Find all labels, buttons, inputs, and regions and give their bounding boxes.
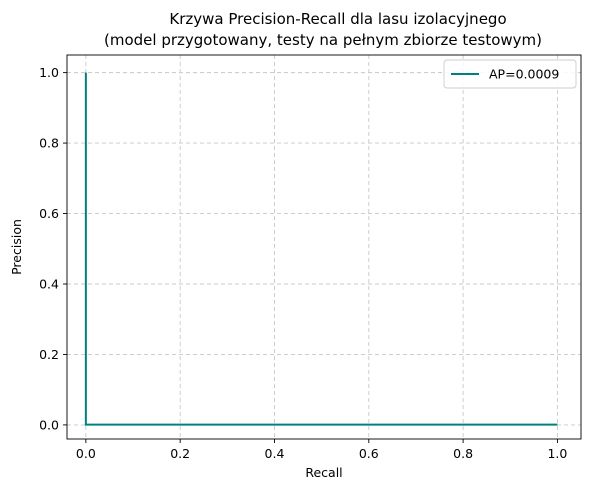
- y-tick-label-0: 0.0: [39, 417, 59, 432]
- y-tick-label-3: 0.6: [39, 206, 59, 221]
- legend-box: [443, 59, 577, 89]
- chart-title-line-2: (model przygotowany, testy na pełnym zbi…: [104, 31, 542, 49]
- x-tick-label-1: 0.2: [170, 446, 190, 461]
- x-tick-label-2: 0.4: [265, 446, 285, 461]
- chart-title-line-1: Krzywa Precision-Recall dla lasu izolacy…: [169, 10, 506, 28]
- y-tick-label-4: 0.8: [39, 136, 59, 151]
- y-tick-label-2: 0.4: [39, 276, 59, 291]
- y-tick-label-1: 0.2: [39, 347, 59, 362]
- y-axis-label: Precision: [9, 219, 24, 275]
- axis-ticks: 0.0 0.2 0.4 0.6 0.8 1.0 0.0 0.2 0.4 0.6 0.8 1.0: [39, 65, 567, 461]
- x-tick-label-3: 0.6: [359, 446, 379, 461]
- grid: [67, 55, 581, 439]
- plot-frame: [66, 54, 582, 440]
- series-layer: [84, 72, 558, 426]
- legend-label: AP=0.0009: [489, 67, 559, 82]
- x-axis-label: Recall: [305, 465, 342, 480]
- x-tick-label-4: 0.8: [453, 446, 473, 461]
- legend: AP=0.0009: [443, 59, 577, 89]
- y-tick-label-5: 1.0: [39, 65, 59, 80]
- x-tick-label-5: 1.0: [547, 446, 567, 461]
- series-line-0: [84, 72, 558, 426]
- x-tick-label-0: 0.0: [76, 446, 96, 461]
